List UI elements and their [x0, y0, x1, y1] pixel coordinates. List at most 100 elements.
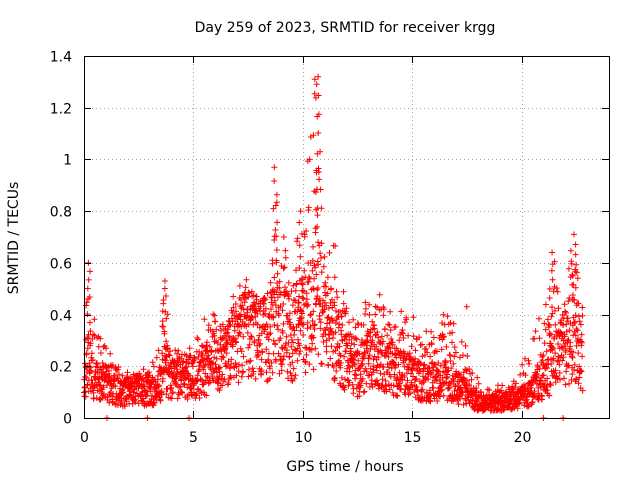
data-point [286, 316, 293, 323]
data-point [93, 360, 100, 367]
data-point [366, 352, 373, 359]
data-point [539, 393, 546, 400]
data-point [512, 384, 518, 391]
data-point [568, 353, 575, 360]
data-point [365, 360, 372, 367]
data-point [287, 319, 294, 326]
x-tick-labels: 0 5 10 15 20 [80, 430, 531, 446]
data-point [238, 373, 245, 380]
data-point [573, 269, 580, 276]
data-point [360, 389, 367, 396]
data-point [310, 243, 316, 250]
data-point [542, 301, 549, 308]
data-point [282, 254, 289, 261]
data-point [88, 367, 95, 374]
data-point [246, 341, 253, 348]
data-point [563, 368, 570, 375]
data-point [315, 351, 322, 358]
data-point [314, 205, 321, 212]
data-point [310, 334, 317, 341]
data-point [223, 330, 230, 337]
data-point [392, 323, 399, 330]
data-point [546, 322, 553, 329]
data-point [305, 301, 311, 308]
data-point [437, 393, 444, 400]
data-point [369, 318, 376, 325]
data-point [269, 260, 276, 267]
data-point [541, 320, 548, 327]
data-point [259, 349, 266, 356]
data-point [116, 371, 122, 378]
data-point [387, 373, 394, 380]
data-point [200, 356, 207, 363]
data-point [159, 375, 166, 382]
data-point [252, 375, 259, 382]
data-point [444, 373, 451, 380]
data-point [285, 295, 292, 302]
data-point [281, 353, 287, 360]
data-point [115, 364, 122, 371]
data-point [466, 366, 473, 373]
data-point [337, 360, 344, 366]
data-point [265, 358, 272, 365]
data-point [311, 76, 318, 83]
data-point [546, 392, 553, 399]
data-point [326, 335, 333, 342]
data-point [273, 259, 280, 266]
data-point [547, 331, 554, 338]
data-point [239, 302, 246, 309]
data-point [386, 386, 393, 393]
data-point [459, 388, 466, 395]
data-point [187, 352, 194, 359]
data-point [93, 395, 100, 401]
data-point [155, 383, 162, 390]
data-point [237, 330, 244, 337]
data-point [302, 369, 309, 376]
data-point [367, 333, 374, 340]
data-point [99, 360, 106, 366]
data-point [320, 263, 327, 270]
data-point [292, 372, 299, 379]
data-point [295, 336, 301, 343]
data-point [336, 343, 343, 350]
data-point [462, 342, 469, 349]
data-point [195, 336, 201, 343]
data-point [562, 381, 569, 388]
data-point [107, 350, 114, 357]
data-point [466, 381, 473, 388]
data-point [287, 370, 294, 376]
data-point [160, 323, 167, 330]
data-point [284, 347, 290, 354]
data-point [372, 311, 379, 318]
data-point [222, 344, 229, 350]
data-point [338, 331, 345, 338]
data-point [119, 372, 126, 379]
data-point [316, 242, 323, 249]
data-point [369, 337, 376, 344]
data-point [196, 395, 203, 401]
data-point [297, 348, 304, 355]
data-point [576, 363, 583, 370]
data-point [147, 385, 154, 392]
data-point [525, 402, 532, 409]
data-point [252, 301, 259, 308]
data-point [248, 334, 255, 341]
x-tick-label: 20 [514, 430, 532, 446]
data-point [306, 345, 313, 352]
data-point [242, 284, 249, 291]
data-point [206, 343, 213, 350]
x-axis-label: GPS time / hours [286, 459, 403, 475]
x-tick-label: 5 [189, 430, 198, 446]
data-point [211, 332, 218, 339]
data-point [264, 378, 271, 385]
data-point [305, 204, 312, 211]
data-point [100, 384, 107, 391]
data-point [550, 345, 557, 352]
data-point [394, 375, 401, 381]
data-point [82, 373, 89, 380]
data-point [230, 304, 237, 311]
data-point [459, 392, 466, 399]
data-point [328, 285, 335, 292]
data-point [318, 269, 325, 276]
